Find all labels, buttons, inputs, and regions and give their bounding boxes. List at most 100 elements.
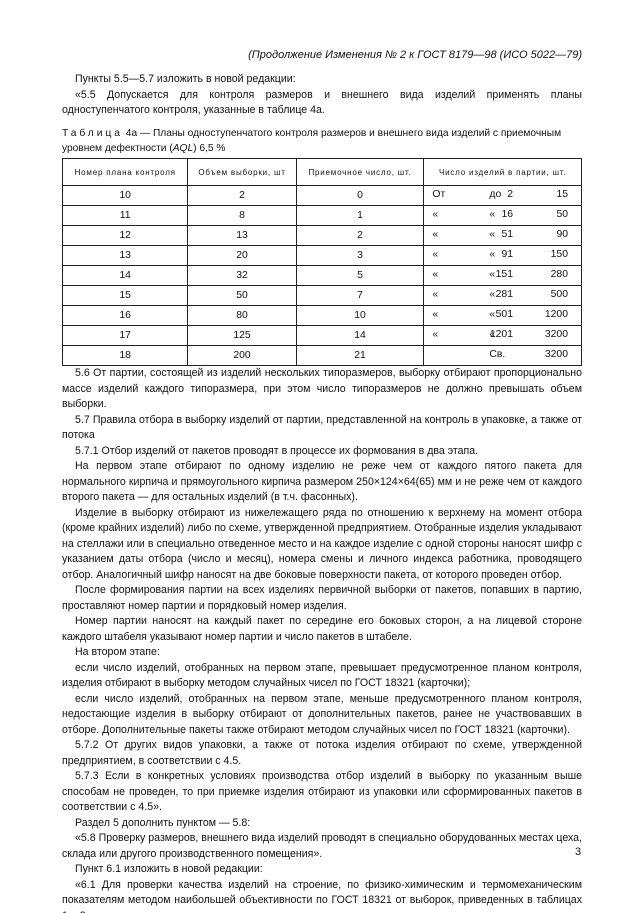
cell: 32 <box>187 265 297 286</box>
cell: 3 <box>295 245 425 266</box>
paragraph: Пункты 5.5—5.7 изложить в новой редакции… <box>75 73 296 85</box>
lot-part: 151 <box>495 269 513 280</box>
cell: 14 <box>295 325 425 346</box>
lot-part: « <box>489 209 496 220</box>
cell: 8 <box>187 205 297 226</box>
intro: Пункты 5.5—5.7 изложить в новой редакции… <box>62 72 582 119</box>
lot-part: 280 <box>550 269 568 280</box>
table-row: 10 2 0 От 2 до 15 <box>61 185 582 206</box>
lot-part: « <box>489 249 496 260</box>
table-row: 15 50 7 «281 «500 <box>61 285 582 306</box>
page-number: 3 <box>575 846 582 858</box>
cell: «1201 «3200 <box>423 325 582 346</box>
cell: 21 <box>295 345 425 366</box>
paragraph: 5.7.2 От других видов упаковки, а также … <box>62 739 582 767</box>
lot-part: 1201 <box>489 329 513 340</box>
cell: «281 «500 <box>423 285 582 306</box>
lot-part: 150 <box>550 249 568 260</box>
caption-tail: ) 6,5 % <box>193 142 226 154</box>
body: 5.6 От партии, состоящей из изделий неск… <box>62 366 582 913</box>
cell: 13 <box>61 245 189 266</box>
cell: 125 <box>187 325 297 346</box>
cell: 1 <box>295 205 425 226</box>
lot-part: « <box>489 229 496 240</box>
lot-part: « <box>489 289 496 300</box>
lot-part: 500 <box>550 289 568 300</box>
cell: 18 <box>61 345 189 366</box>
lot-part: « <box>432 329 439 340</box>
cell: 16 <box>61 305 189 326</box>
lot-part: От <box>432 189 446 200</box>
cell: « 91 « 150 <box>423 245 582 266</box>
lot-part: до <box>489 189 502 200</box>
cell: 2 <box>295 225 425 246</box>
lot-part: « <box>432 249 439 260</box>
cell: 10 <box>295 305 425 326</box>
paragraph: На первом этапе отбирают по одному издел… <box>62 460 582 503</box>
lot-part: 501 <box>495 309 513 320</box>
cell: 7 <box>295 285 425 306</box>
caption-label: Таблица <box>62 128 123 139</box>
lot-part: 50 <box>556 209 568 220</box>
table: Номер плана контроля Объем выборки, шт При… <box>61 158 582 366</box>
cell: Св. 3200 <box>423 345 582 366</box>
lot-part: « <box>489 269 496 280</box>
lot-part: Св. <box>489 349 506 360</box>
table-row: 11 8 1 « 16 « 50 <box>61 205 582 226</box>
lot-part: 15 <box>556 189 568 200</box>
cell: 50 <box>187 285 297 306</box>
table-row: 12 13 2 « 51 « 90 <box>61 225 582 246</box>
cell: 15 <box>61 285 189 306</box>
cell: 0 <box>295 185 425 206</box>
cell: 14 <box>61 265 189 286</box>
cell: 17 <box>61 325 189 346</box>
paragraph: После формирования партии на всех издели… <box>62 584 582 612</box>
paragraph: Раздел 5 дополнить пунктом — 5.8: <box>75 816 251 829</box>
cell: 10 <box>61 185 189 206</box>
lot-part: 1200 <box>544 309 568 320</box>
paragraph: «6.1 Для проверки качества изделий на ст… <box>62 878 582 913</box>
paragraph: Пункт 6.1 изложить в новой редакции: <box>75 863 263 875</box>
cell: 80 <box>187 305 297 326</box>
cell: « 16 « 50 <box>423 205 582 226</box>
header-cell: Номер плана контроля <box>61 158 189 186</box>
header-row: Номер плана контроля Объем выборки, шт При… <box>61 158 582 186</box>
cell: 20 <box>187 245 297 266</box>
lot-part: « <box>432 289 439 300</box>
caption-aql: AQL <box>172 142 194 154</box>
table-row: 13 20 3 « 91 « 150 <box>61 245 582 266</box>
paragraph: Номер партии наносят на каждый пакет по … <box>62 615 582 643</box>
lot-part: « <box>432 269 439 280</box>
lot-part: « <box>489 309 496 320</box>
cell: 2 <box>187 185 297 206</box>
cell: « 51 « 90 <box>423 225 582 246</box>
cell: 13 <box>187 225 297 246</box>
lot-part: « <box>432 229 439 240</box>
paragraph: 5.6 От партии, состоящей из изделий неск… <box>62 367 582 410</box>
lot-part: 90 <box>556 229 568 240</box>
cell: «151 «280 <box>423 265 582 286</box>
lot-part: 91 <box>501 249 513 260</box>
lot-part: « <box>432 209 439 220</box>
paragraph: если число изделий, отобранных на первом… <box>62 661 582 690</box>
cell: «501 «1200 <box>423 305 582 326</box>
table-row: 17 125 14 «1201 «3200 <box>61 325 582 346</box>
lot-part: 2 <box>507 189 513 200</box>
paragraph: На втором этапе: <box>75 646 160 658</box>
cell: 5 <box>295 265 425 286</box>
paragraph: «5.5 Допускается для контроля размеров и… <box>62 88 582 117</box>
lot-part: 16 <box>501 209 513 220</box>
lot-part: « <box>432 309 439 320</box>
table-row: 14 32 5 «151 «280 <box>61 265 582 286</box>
paragraph: «5.8 Проверку размеров, внешнего вида из… <box>62 832 582 860</box>
header-cell: Объем выборки, шт <box>187 158 297 186</box>
paragraph: 5.7 Правила отбора в выборку изделий от … <box>62 413 582 442</box>
table-caption: Таблица 4а — Планы одноступенчатого конт… <box>62 127 602 156</box>
cell: 12 <box>61 225 189 246</box>
table-row: 16 80 10 «501 «1200 <box>61 305 582 326</box>
running-header: (Продолжение Изменения № 2 к ГОСТ 8179—9… <box>248 49 582 61</box>
lot-part: 51 <box>501 229 513 240</box>
header-cell: Число изделий в партии, шт. <box>423 158 582 186</box>
paragraph: если число изделий, отобранных на первом… <box>62 692 582 736</box>
cell: 11 <box>61 205 189 226</box>
